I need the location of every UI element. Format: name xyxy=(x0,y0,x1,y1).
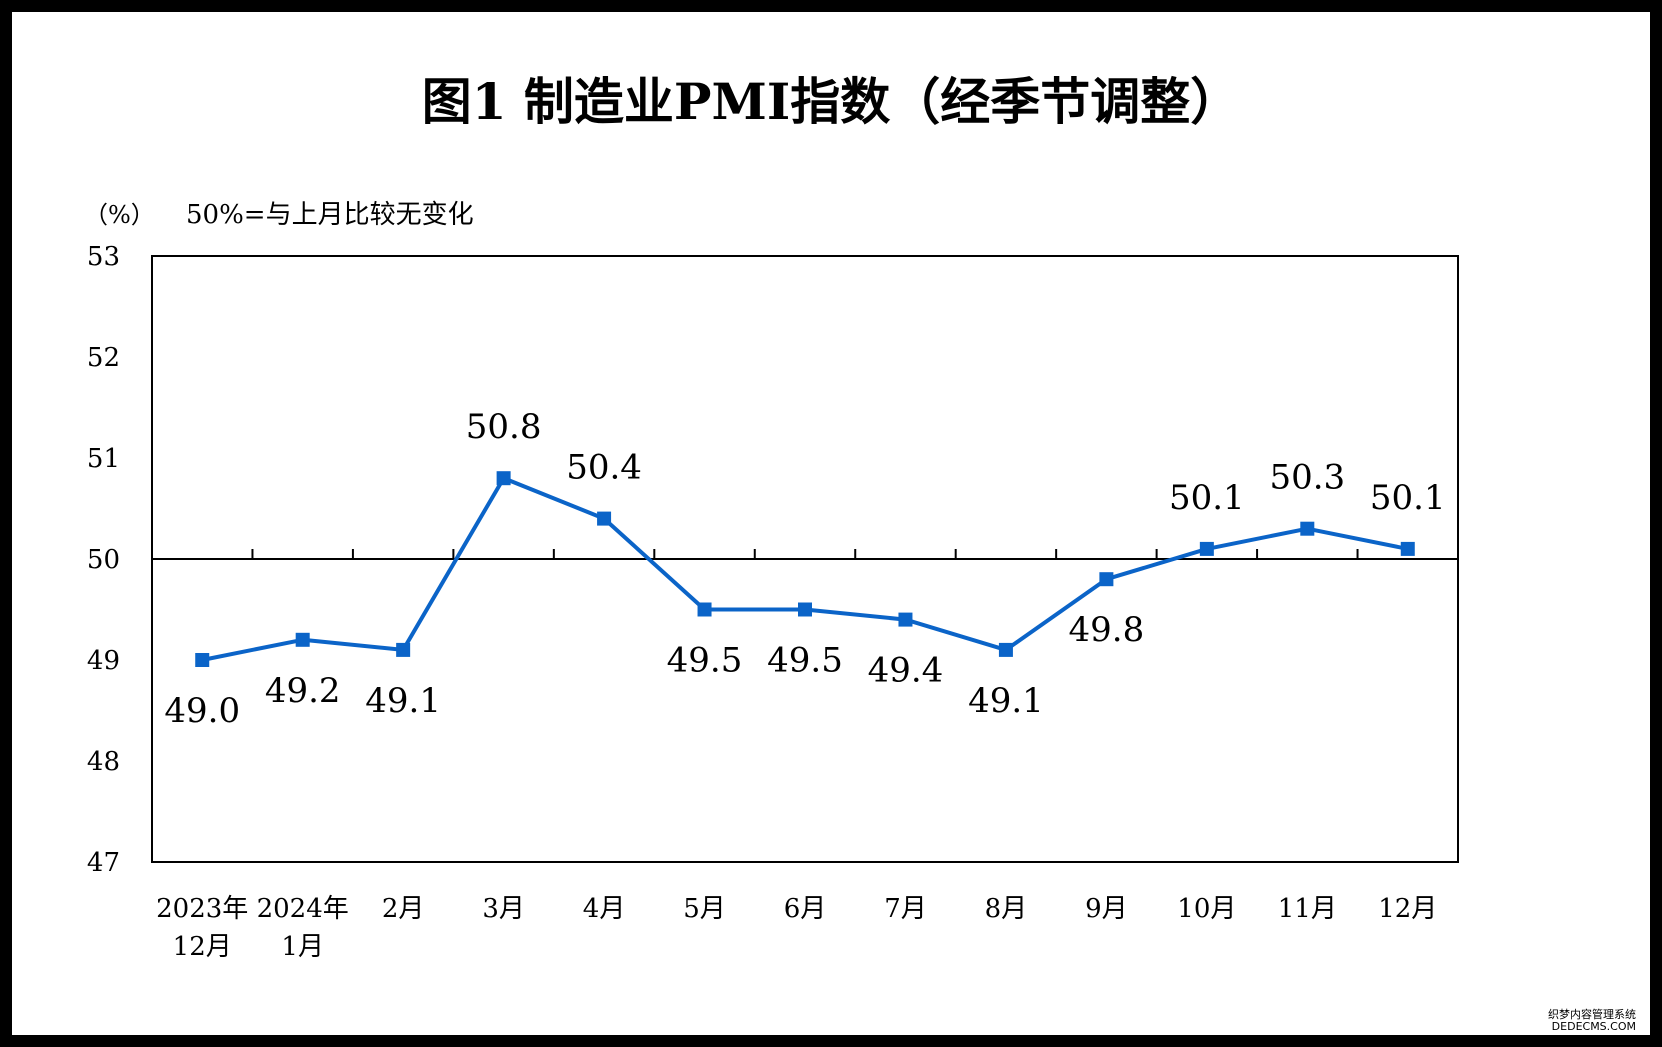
x-tick-label: 4月 xyxy=(583,894,626,924)
data-point-marker xyxy=(898,612,913,627)
data-label: 50.3 xyxy=(1269,458,1345,498)
data-label: 49.1 xyxy=(365,681,441,721)
reference-note: 50%=与上月比较无变化 xyxy=(186,200,474,230)
x-tick-label: 1月 xyxy=(281,932,324,962)
x-tick-label: 12月 xyxy=(1378,894,1437,924)
x-tick-label: 9月 xyxy=(1085,894,1128,924)
y-tick-label: 53 xyxy=(87,242,120,272)
x-tick-label: 3月 xyxy=(482,894,525,924)
data-point-marker xyxy=(798,602,812,617)
y-axis: 47 48 49 50 51 52 53 xyxy=(87,242,120,878)
data-point-marker xyxy=(295,632,310,647)
x-tick-label: 7月 xyxy=(884,894,927,924)
series-layer: 49.0 49.2 49.1 50.8 50.4 49.5 49.5 49.4 49.1 49.8… xyxy=(164,407,1445,731)
data-point-marker xyxy=(1099,572,1114,587)
data-label: 49.4 xyxy=(868,651,944,691)
data-point-marker xyxy=(998,642,1013,657)
data-label: 49.0 xyxy=(164,691,240,731)
data-label: 50.1 xyxy=(1370,478,1446,518)
watermark-line2: DEDECMS.COM xyxy=(1551,1020,1636,1033)
data-point-marker xyxy=(597,511,612,526)
data-label: 49.2 xyxy=(265,671,341,711)
data-point-marker xyxy=(697,602,712,617)
x-tick-label: 8月 xyxy=(985,894,1028,924)
x-tick-label: 2月 xyxy=(382,894,425,924)
y-tick-label: 50 xyxy=(87,545,120,575)
y-tick-label: 49 xyxy=(87,646,120,676)
chart-title: 图1 制造业PMI指数（经季节调整） xyxy=(422,72,1241,131)
y-tick-label: 48 xyxy=(87,747,120,777)
data-point-marker xyxy=(396,642,411,657)
data-label: 50.4 xyxy=(566,448,642,488)
data-label: 49.5 xyxy=(667,641,743,681)
x-tick-label: 10月 xyxy=(1177,894,1236,924)
x-tick-label: 6月 xyxy=(784,894,827,924)
x-tick-label: 12月 xyxy=(173,932,232,962)
watermark-line1: 织梦内容管理系统 xyxy=(1548,1008,1636,1021)
data-label: 50.8 xyxy=(466,407,542,447)
data-point-marker xyxy=(1400,541,1415,556)
data-point-marker xyxy=(496,471,511,486)
x-axis: 2023年 12月 2024年 1月 2月 3月 4月 5月 6月 7月 8月 9月 10月 11月 12月 xyxy=(152,549,1458,962)
data-point-marker xyxy=(1199,541,1214,556)
x-tick-label: 5月 xyxy=(683,894,726,924)
x-tick-label: 11月 xyxy=(1278,894,1337,924)
data-point-marker xyxy=(195,653,210,667)
watermark: 织梦内容管理系统 DEDECMS.COM xyxy=(1548,1009,1636,1033)
y-unit-label: （%） xyxy=(84,201,155,229)
y-tick-label: 52 xyxy=(87,343,120,373)
data-label: 49.5 xyxy=(767,641,843,681)
chart-svg: 图1 制造业PMI指数（经季节调整） （%） 50%=与上月比较无变化 47 48… xyxy=(84,72,1459,962)
data-label: 49.8 xyxy=(1069,610,1145,650)
data-label: 49.1 xyxy=(968,681,1044,721)
y-tick-label: 51 xyxy=(87,444,120,474)
x-tick-label: 2024年 xyxy=(257,894,349,924)
chart-frame: 图1 制造业PMI指数（经季节调整） （%） 50%=与上月比较无变化 47 48… xyxy=(12,12,1650,1035)
data-label: 50.1 xyxy=(1169,478,1245,518)
data-point-marker xyxy=(1300,521,1315,536)
y-tick-label: 47 xyxy=(87,848,120,878)
x-tick-label: 2023年 xyxy=(156,894,248,924)
